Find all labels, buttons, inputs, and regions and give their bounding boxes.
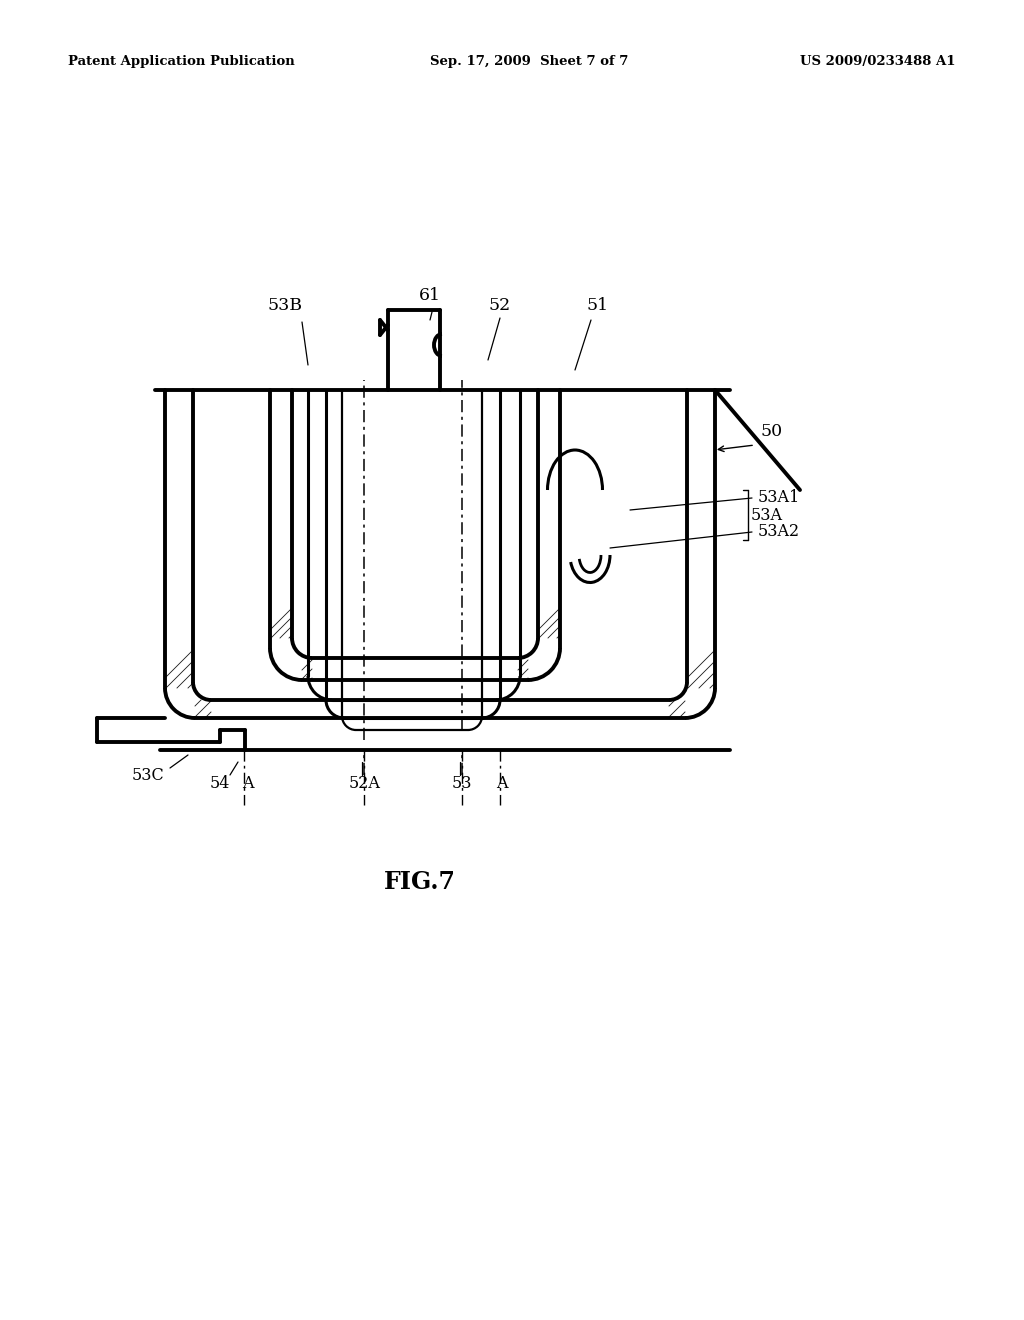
Text: 61: 61 bbox=[419, 286, 441, 304]
Text: 53A2: 53A2 bbox=[758, 524, 800, 540]
Text: FIG.7: FIG.7 bbox=[384, 870, 456, 894]
Text: 51: 51 bbox=[587, 297, 609, 314]
Text: 54: 54 bbox=[210, 775, 230, 792]
Text: A: A bbox=[243, 775, 254, 792]
Text: 53: 53 bbox=[452, 775, 472, 792]
Text: US 2009/0233488 A1: US 2009/0233488 A1 bbox=[800, 55, 955, 69]
Text: Sep. 17, 2009  Sheet 7 of 7: Sep. 17, 2009 Sheet 7 of 7 bbox=[430, 55, 629, 69]
Text: 53A: 53A bbox=[751, 507, 783, 524]
Text: 53B: 53B bbox=[267, 297, 302, 314]
Text: 53C: 53C bbox=[132, 767, 165, 784]
Text: 52A: 52A bbox=[349, 775, 381, 792]
Text: 50: 50 bbox=[760, 424, 782, 441]
Text: A: A bbox=[497, 775, 508, 792]
Text: 52: 52 bbox=[488, 297, 511, 314]
Text: Patent Application Publication: Patent Application Publication bbox=[68, 55, 295, 69]
Text: 53A1: 53A1 bbox=[758, 490, 800, 507]
